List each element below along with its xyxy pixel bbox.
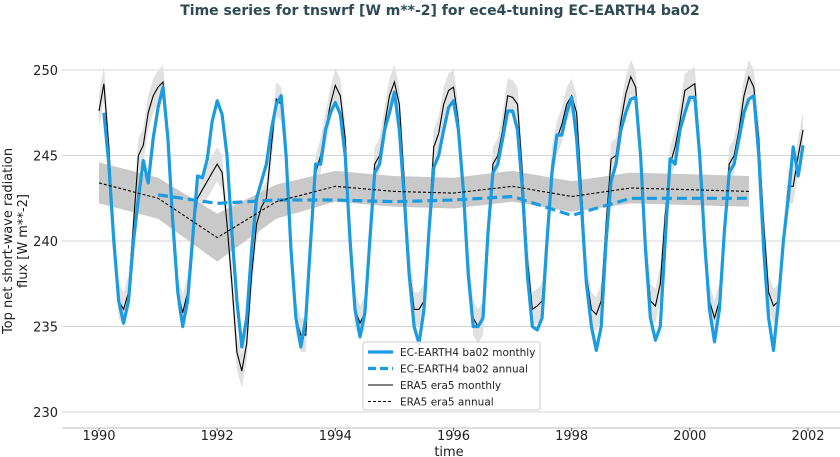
- y-axis-label-line2: flux [W m**-2]: [16, 194, 31, 288]
- x-tick-label: 1990: [82, 429, 115, 444]
- y-tick-label: 250: [33, 64, 58, 79]
- era5-annual-band: [99, 162, 749, 262]
- chart-title: Time series for tnswrf [W m**-2] for ece…: [180, 3, 700, 19]
- x-tick-label: 2000: [673, 429, 706, 444]
- era5-annual-line: [98, 182, 749, 239]
- ec-earth4-monthly-line: [102, 85, 805, 352]
- x-tick-label: 1998: [555, 429, 588, 444]
- legend-box: [362, 341, 541, 411]
- legend: EC-EARTH4 ba02 monthly EC-EARTH4 ba02 ann…: [362, 341, 541, 411]
- legend-label: ERA5 era5 annual: [400, 397, 494, 409]
- y-tick-label: 230: [33, 406, 58, 421]
- y-tick-label: 245: [33, 150, 58, 165]
- x-tick-label: 1996: [437, 429, 470, 444]
- x-tick-label: 1994: [319, 429, 352, 444]
- legend-label: EC-EARTH4 ba02 monthly: [400, 347, 535, 359]
- legend-label: ERA5 era5 monthly: [400, 380, 501, 392]
- era5-monthly-line: [98, 75, 804, 372]
- y-tick-label: 240: [33, 235, 58, 250]
- legend-label: EC-EARTH4 ba02 annual: [400, 364, 528, 376]
- y-axis-label-line1: Top net short-wave radiation: [1, 148, 16, 335]
- x-tick-label: 2002: [791, 429, 824, 444]
- ec-earth4-annual-line: [157, 193, 749, 218]
- x-axis-label: time: [434, 445, 463, 457]
- x-tick-label: 1992: [201, 429, 234, 444]
- y-tick-label: 235: [33, 321, 58, 336]
- y-axis-label: Top net short-wave radiation flux [W m**…: [1, 148, 31, 335]
